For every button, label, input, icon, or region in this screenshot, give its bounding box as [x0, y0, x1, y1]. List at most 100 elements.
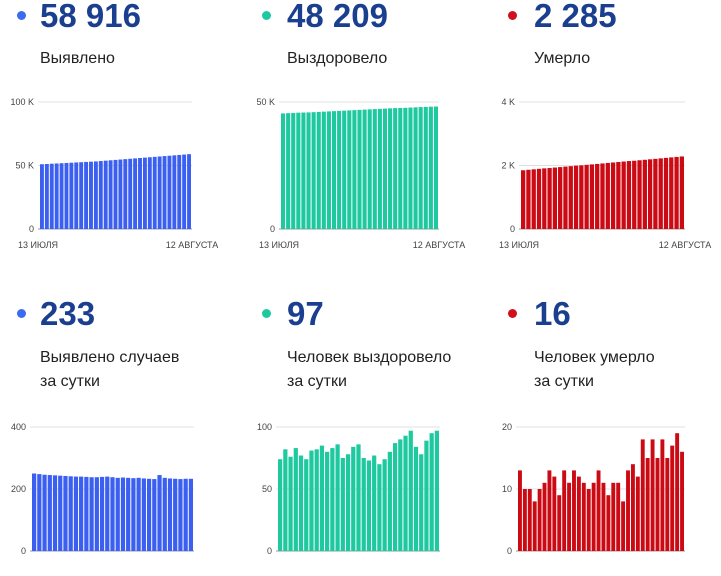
bar	[567, 482, 572, 551]
bar	[73, 476, 79, 551]
bar	[105, 476, 110, 551]
bar	[173, 478, 178, 551]
label-line: Выявлено случаев	[40, 349, 180, 366]
bar	[581, 482, 586, 551]
bar	[418, 107, 423, 229]
bar	[89, 477, 94, 551]
bar	[367, 109, 372, 229]
bar	[113, 159, 118, 229]
bar	[49, 163, 54, 229]
bar	[640, 439, 645, 551]
series-dot-icon	[508, 11, 517, 20]
bar	[167, 478, 173, 551]
detected-daily-value: 233	[40, 295, 96, 332]
bar	[182, 154, 187, 229]
bar	[552, 167, 558, 229]
bar	[68, 476, 73, 551]
bar	[621, 501, 626, 551]
deaths-total-label: Умерло	[534, 47, 590, 71]
deaths-total-value: 2 285	[534, 0, 617, 34]
bar	[84, 161, 89, 229]
bar	[93, 161, 98, 229]
bar	[521, 170, 526, 229]
label-line: Выявлено	[40, 50, 115, 67]
bar	[611, 482, 616, 551]
recovered-total-chart: 0 50 K 13 ИЮЛЯ 12 АВГУСТА	[256, 97, 465, 250]
bar	[331, 111, 337, 229]
y-tick-label: 20	[502, 422, 512, 432]
bar	[403, 107, 408, 229]
series-dot-icon	[508, 309, 517, 318]
bar	[536, 168, 542, 229]
bar	[98, 161, 103, 229]
bar	[147, 157, 152, 229]
recovered-daily-chart: 0 50 100	[257, 422, 440, 556]
bar	[647, 159, 653, 229]
bar	[558, 167, 563, 229]
bar	[552, 476, 557, 551]
series-dot-icon	[17, 11, 26, 20]
label-line: за сутки	[534, 373, 594, 390]
bar	[58, 475, 63, 551]
bar	[110, 477, 115, 551]
bar	[157, 475, 162, 551]
bar	[522, 489, 527, 551]
bar	[335, 444, 340, 551]
bar	[663, 157, 669, 229]
detected-total-chart: 0 50 K 100 K 13 ИЮЛЯ 12 АВГУСТА	[10, 97, 219, 250]
detected-total-label: Выявлено	[40, 47, 115, 71]
deaths-daily-value: 16	[534, 295, 571, 332]
bar	[637, 160, 642, 229]
bar	[152, 156, 157, 229]
bar	[126, 477, 131, 551]
bar	[79, 476, 84, 551]
bar	[347, 110, 352, 229]
bar	[356, 444, 361, 551]
bar	[288, 456, 293, 551]
bar	[54, 163, 59, 229]
x-tick-label: 13 ИЮЛЯ	[499, 240, 539, 250]
y-tick-label: 100	[257, 422, 272, 432]
recovered-total-value: 48 209	[287, 0, 388, 34]
bar	[52, 475, 58, 551]
bar	[319, 445, 325, 551]
y-tick-label: 2 K	[501, 161, 515, 171]
bar	[372, 455, 377, 551]
bar	[64, 162, 69, 229]
bar	[665, 458, 670, 551]
bar	[630, 464, 635, 551]
bar	[188, 478, 193, 551]
bar	[293, 448, 298, 551]
bar	[526, 169, 531, 229]
bar	[340, 458, 345, 551]
x-tick-label: 12 АВГУСТА	[166, 240, 219, 250]
bar	[187, 154, 191, 229]
bar	[162, 156, 167, 229]
bar	[118, 159, 123, 229]
bar	[680, 451, 684, 551]
y-tick-label: 50 K	[256, 97, 275, 107]
panel-detected-daily: 233 Выявлено случаев за сутки 0 200 400	[0, 296, 240, 576]
bar	[650, 439, 655, 551]
y-tick-label: 50	[262, 484, 272, 494]
deaths-daily-label: Человек умерло за сутки	[534, 346, 655, 394]
bar	[69, 162, 74, 229]
bar	[393, 108, 398, 229]
bar	[281, 113, 286, 229]
bar	[172, 155, 177, 229]
x-tick-label: 12 АВГУСТА	[659, 240, 712, 250]
bar	[40, 164, 44, 229]
bar	[177, 154, 182, 229]
recovered-daily-label: Человек выздоровело за сутки	[287, 346, 451, 394]
bar	[84, 476, 89, 551]
bar	[306, 112, 311, 229]
bar	[362, 109, 367, 229]
bar	[74, 162, 79, 229]
y-tick-label: 10	[502, 484, 512, 494]
bar	[326, 111, 331, 229]
bar	[183, 478, 188, 551]
label-line: Выздоровело	[287, 50, 388, 67]
y-tick-label: 0	[270, 224, 275, 234]
bar	[408, 430, 413, 551]
bar	[128, 158, 133, 229]
